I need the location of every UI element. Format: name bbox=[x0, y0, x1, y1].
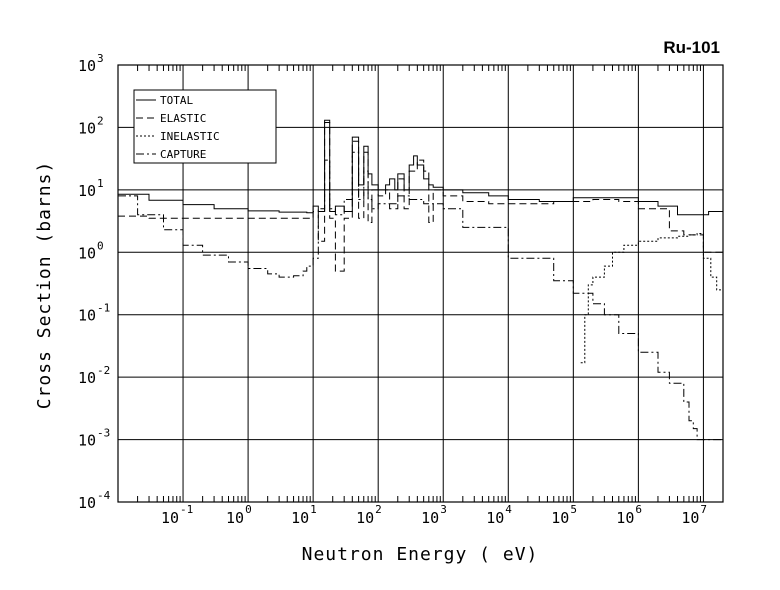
y-tick-exponent: 3 bbox=[97, 52, 104, 65]
x-tick-label: 10 bbox=[356, 509, 374, 527]
x-tick-exponent: 2 bbox=[375, 503, 382, 516]
chart-title: Ru-101 bbox=[663, 38, 720, 57]
legend: TOTAL ELASTIC INELASTIC CAPTURE bbox=[133, 89, 277, 164]
x-axis-ticks: 10 -1 10 0 10 1 10 2 10 3 10 4 10 5 10 6 10 7 bbox=[137, 65, 707, 527]
x-tick-exponent: 3 bbox=[440, 503, 447, 516]
y-tick-exponent: -3 bbox=[97, 427, 110, 440]
y-tick-label: 10 bbox=[78, 182, 96, 200]
y-tick-exponent: 2 bbox=[97, 114, 104, 127]
y-tick-label: 10 bbox=[78, 244, 96, 262]
x-tick-exponent: 6 bbox=[635, 503, 642, 516]
y-tick-label: 10 bbox=[78, 119, 96, 137]
y-tick-exponent: -4 bbox=[97, 489, 111, 502]
x-tick-exponent: 4 bbox=[505, 503, 512, 516]
series-line-elastic bbox=[118, 122, 724, 272]
legend-label: TOTAL bbox=[160, 94, 193, 107]
x-tick-exponent: 7 bbox=[700, 503, 707, 516]
x-tick-label: 10 bbox=[616, 509, 634, 527]
y-tick-label: 10 bbox=[78, 307, 96, 325]
x-axis-label: Neutron Energy ( eV) bbox=[302, 544, 539, 565]
x-tick-label: 10 bbox=[226, 509, 244, 527]
plot-frame bbox=[117, 64, 724, 503]
y-tick-label: 10 bbox=[78, 57, 96, 75]
series-line-capture bbox=[118, 151, 724, 443]
x-tick-label: 10 bbox=[421, 509, 439, 527]
y-tick-exponent: 0 bbox=[97, 239, 104, 252]
x-tick-exponent: 5 bbox=[570, 503, 577, 516]
series-line-total bbox=[118, 119, 724, 216]
legend-label: ELASTIC bbox=[160, 112, 206, 125]
x-tick-exponent: 1 bbox=[310, 503, 317, 516]
x-tick-label: 10 bbox=[291, 509, 309, 527]
legend-label: INELASTIC bbox=[160, 130, 220, 143]
series-line-inelastic bbox=[580, 233, 724, 364]
y-tick-label: 10 bbox=[78, 369, 96, 387]
x-tick-exponent: -1 bbox=[180, 503, 193, 516]
y-tick-exponent: 1 bbox=[97, 177, 104, 190]
y-tick-label: 10 bbox=[78, 494, 96, 512]
y-tick-exponent: -1 bbox=[97, 302, 110, 315]
x-tick-label: 10 bbox=[551, 509, 569, 527]
y-tick-label: 10 bbox=[78, 432, 96, 450]
x-tick-exponent: 0 bbox=[245, 503, 252, 516]
series-layer bbox=[118, 119, 724, 443]
legend-label: CAPTURE bbox=[160, 148, 206, 161]
y-axis-label: Cross Section (barns) bbox=[34, 161, 55, 410]
x-tick-label: 10 bbox=[486, 509, 504, 527]
x-tick-label: 10 bbox=[681, 509, 699, 527]
x-tick-label: 10 bbox=[161, 509, 179, 527]
y-tick-exponent: -2 bbox=[97, 364, 110, 377]
legend-box bbox=[133, 89, 277, 164]
